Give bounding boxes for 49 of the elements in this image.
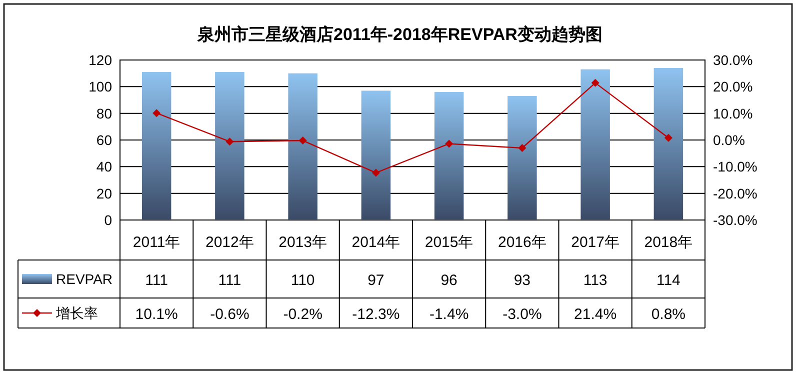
point <box>298 136 307 145</box>
data-label: -3.0% <box>502 306 542 323</box>
y2-tick-label: -30.0% <box>713 212 758 228</box>
point <box>518 144 526 152</box>
point <box>152 109 161 118</box>
x-tick-label: 2017年 <box>571 234 620 251</box>
data-label: 114 <box>656 272 680 289</box>
y-tick-label: 120 <box>88 52 112 68</box>
data-label: 0.8% <box>651 306 686 323</box>
y2-tick-label: 10.0% <box>713 105 753 122</box>
y2-tick-label: 0.0% <box>713 132 745 148</box>
y-tick-label: 60 <box>96 132 112 148</box>
x-tick-label: 2014年 <box>352 234 400 251</box>
data-label: 93 <box>514 272 531 289</box>
data-label: -1.4% <box>429 306 469 323</box>
data-label: 10.1% <box>135 306 178 323</box>
data-label: -12.3% <box>352 306 400 323</box>
point <box>445 140 454 148</box>
y2-tick-label: -10.0% <box>713 158 758 175</box>
legend-label: REVPAR <box>56 271 113 287</box>
data-label: 113 <box>583 272 608 289</box>
x-tick-label: 2013年 <box>278 234 327 251</box>
data-label: 97 <box>368 272 384 289</box>
data-label: 96 <box>440 272 458 289</box>
chart-title: 泉州市三星级酒店2011年-2018年REVPAR变动趋势图 <box>196 25 602 44</box>
y-tick-label: 80 <box>96 105 112 122</box>
y-tick-label: 40 <box>96 158 112 175</box>
x-tick-label: 2018年 <box>644 234 693 251</box>
data-label: 21.4% <box>574 306 617 323</box>
y2-tick-label: 20.0% <box>713 78 753 95</box>
y-tick-label: 20 <box>96 185 112 202</box>
x-tick-label: 2012年 <box>206 234 254 251</box>
y-tick-label: 0 <box>104 212 112 228</box>
data-label: 111 <box>218 272 242 289</box>
data-label: -0.2% <box>283 306 322 323</box>
point <box>372 168 380 177</box>
point <box>664 134 672 142</box>
y2-tick-label: 30.0% <box>713 52 753 68</box>
point <box>226 138 234 146</box>
data-label: 111 <box>145 272 168 289</box>
point <box>591 78 600 87</box>
data-label: 110 <box>290 272 315 289</box>
legend-label: 增长率 <box>55 305 98 321</box>
x-tick-label: 2015年 <box>424 234 474 251</box>
y2-tick-label: -20.0% <box>713 185 758 202</box>
x-tick-label: 2011年 <box>132 234 180 251</box>
y-tick-label: 100 <box>88 78 112 95</box>
data-label: -0.6% <box>210 306 250 323</box>
x-tick-label: 2016年 <box>498 234 546 251</box>
